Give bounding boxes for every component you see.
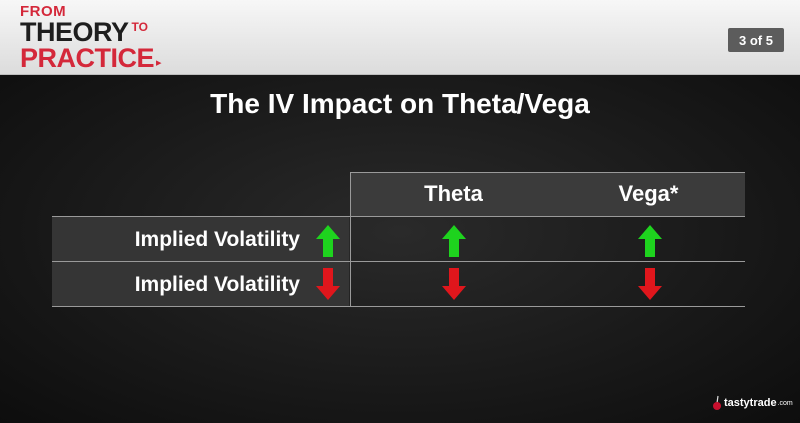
play-icon: ▸ (156, 57, 162, 70)
row-label-iv-up: Implied Volatility (134, 228, 300, 251)
brand-name: tastytrade (724, 397, 777, 409)
logo-theory: THEORY (20, 17, 129, 47)
column-header-vega: Vega* (618, 181, 679, 206)
table-divider (52, 261, 745, 262)
arrow-down-icon (638, 268, 662, 300)
arrow-up-icon (638, 225, 662, 257)
arrow-down-icon (442, 268, 466, 300)
arrow-up-icon-shape (442, 225, 466, 257)
arrow-up-icon (316, 225, 340, 257)
header-bar: FROM THEORY TO PRACTICE ▸ 3 of 5 (0, 0, 800, 75)
column-header-background (351, 172, 745, 216)
show-logo: FROM THEORY TO PRACTICE ▸ (20, 4, 162, 72)
column-header-theta: Theta (424, 181, 483, 206)
table-divider (52, 306, 745, 307)
row-label-iv-down: Implied Volatility (134, 273, 300, 296)
table-divider (52, 216, 745, 217)
cherry-icon (713, 395, 721, 410)
arrow-down-icon-shape (316, 268, 340, 300)
arrow-up-icon (442, 225, 466, 257)
brand-logo: tastytrade .com (712, 395, 793, 411)
page-indicator: 3 of 5 (728, 28, 784, 52)
logo-practice: PRACTICE (20, 43, 155, 73)
arrow-down-icon (316, 268, 340, 300)
arrow-down-icon-shape (442, 268, 466, 300)
table-divider (351, 172, 745, 173)
logo-to: TO (131, 20, 148, 34)
slide-title: The IV Impact on Theta/Vega (210, 88, 590, 119)
table-divider (350, 172, 351, 306)
arrow-down-icon-shape (638, 268, 662, 300)
row-label-background (52, 217, 349, 261)
arrow-up-icon-shape (638, 225, 662, 257)
logo-from: FROM (20, 3, 67, 20)
arrow-up-icon-shape (316, 225, 340, 257)
brand-suffix: .com (777, 399, 793, 407)
row-label-background (52, 262, 349, 306)
